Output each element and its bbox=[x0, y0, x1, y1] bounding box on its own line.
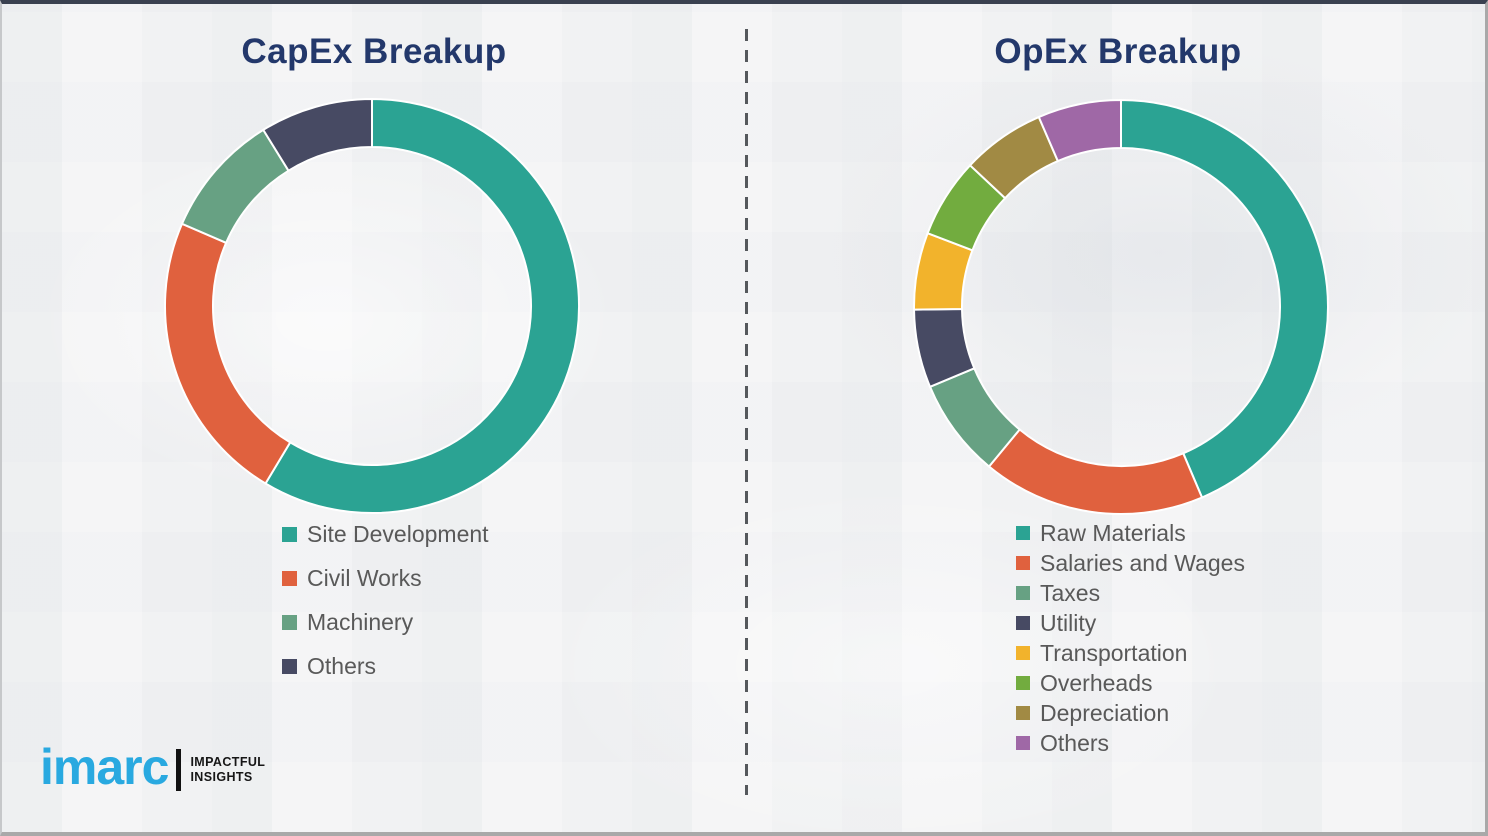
legend-swatch bbox=[282, 570, 297, 586]
legend-item: Others bbox=[1016, 728, 1245, 758]
opex-donut-chart bbox=[913, 98, 1329, 516]
legend-item: Machinery bbox=[282, 600, 489, 644]
legend-swatch bbox=[1016, 736, 1030, 750]
legend-label: Civil Works bbox=[307, 564, 422, 591]
brand-text: imarc bbox=[40, 739, 169, 795]
capex-panel: CapEx Breakup Site Development Civil Work… bbox=[2, 4, 746, 832]
legend-item: Utility bbox=[1016, 608, 1245, 638]
capex-title: CapEx Breakup bbox=[241, 32, 507, 71]
legend-label: Others bbox=[1040, 729, 1110, 756]
donut-segment bbox=[1037, 98, 1122, 163]
opex-title: OpEx Breakup bbox=[994, 32, 1242, 71]
legend-label: Taxes bbox=[1040, 579, 1101, 606]
dashed-divider bbox=[745, 29, 748, 795]
legend-swatch bbox=[1016, 706, 1030, 720]
legend-swatch bbox=[1016, 676, 1030, 690]
legend-swatch bbox=[1016, 646, 1030, 660]
legend-item: Raw Materials bbox=[1016, 518, 1245, 548]
legend-swatch bbox=[1016, 556, 1030, 570]
legend-item: Taxes bbox=[1016, 578, 1245, 608]
donut-segment bbox=[261, 97, 373, 173]
legend-swatch bbox=[1016, 586, 1030, 600]
tagline-line1: IMPACTFUL bbox=[190, 755, 266, 769]
legend-swatch bbox=[282, 526, 297, 542]
logo-tagline: IMPACTFUL INSIGHTS bbox=[190, 755, 265, 785]
opex-legend: Raw Materials Salaries and Wages Taxes Util… bbox=[1016, 518, 1245, 758]
legend-label: Site Development bbox=[307, 520, 489, 547]
donut-segment bbox=[180, 128, 290, 245]
donut-segment bbox=[1120, 98, 1329, 499]
legend-label: Overheads bbox=[1040, 669, 1153, 696]
legend-swatch bbox=[282, 614, 297, 630]
tagline-line2: INSIGHTS bbox=[190, 770, 253, 784]
legend-item: Depreciation bbox=[1016, 698, 1245, 728]
legend-item: Others bbox=[282, 644, 489, 688]
legend-item: Transportation bbox=[1016, 638, 1245, 668]
imarc-logo: imarc IMPACTFUL INSIGHTS bbox=[40, 742, 265, 792]
legend-label: Transportation bbox=[1040, 639, 1188, 666]
legend-label: Utility bbox=[1040, 609, 1097, 636]
legend-swatch bbox=[1016, 526, 1030, 540]
legend-label: Salaries and Wages bbox=[1040, 549, 1245, 576]
legend-item: Salaries and Wages bbox=[1016, 548, 1245, 578]
legend-swatch bbox=[1016, 616, 1030, 630]
legend-item: Site Development bbox=[282, 512, 489, 556]
legend-item: Civil Works bbox=[282, 556, 489, 600]
capex-donut-chart bbox=[163, 97, 580, 514]
donut-segment bbox=[987, 428, 1204, 516]
donut-segment bbox=[264, 97, 580, 514]
legend-label: Others bbox=[307, 652, 377, 679]
legend-label: Machinery bbox=[307, 608, 414, 635]
donut-segment bbox=[163, 222, 292, 485]
legend-swatch bbox=[282, 658, 297, 674]
legend-label: Depreciation bbox=[1040, 699, 1170, 726]
opex-panel: OpEx Breakup Raw Materials Salaries and W… bbox=[746, 4, 1485, 832]
logo-separator-bar bbox=[176, 749, 182, 791]
legend-label: Raw Materials bbox=[1040, 519, 1186, 546]
capex-legend: Site Development Civil Works Machinery Othe… bbox=[282, 512, 489, 688]
legend-item: Overheads bbox=[1016, 668, 1245, 698]
